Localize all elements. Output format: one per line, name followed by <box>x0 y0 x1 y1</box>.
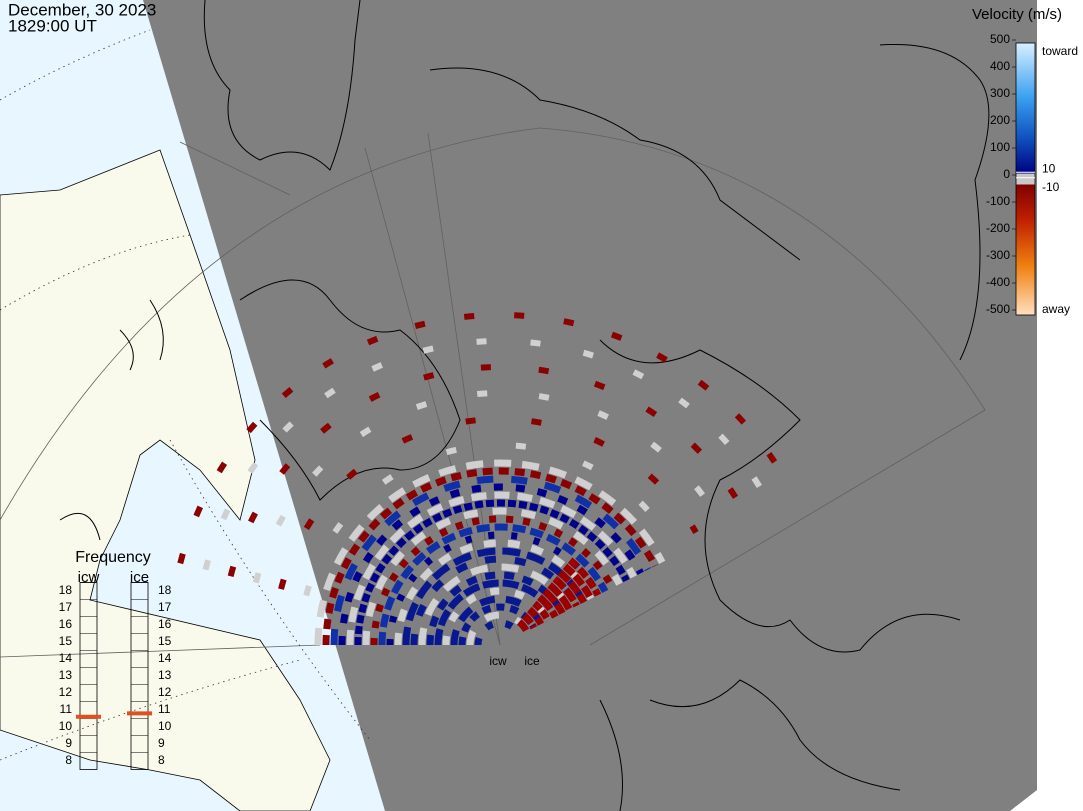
colorbar-tick-label: 300 <box>990 86 1010 100</box>
frequency-tick-label: 10 <box>158 719 172 733</box>
colorbar-inner-label: 10 <box>1042 161 1056 175</box>
fan-cells <box>521 613 537 630</box>
frequency-tick-label: 15 <box>59 634 73 648</box>
frequency-tick-label: 11 <box>158 702 171 716</box>
fan-cells <box>557 569 587 605</box>
fan-cells <box>330 475 652 646</box>
fan-cells <box>354 499 630 646</box>
colorbar-tick-label: 200 <box>990 113 1010 127</box>
fan-cells <box>410 555 580 646</box>
colorbar-tick-label: 100 <box>990 140 1010 154</box>
frequency-tick-label: 10 <box>59 719 73 733</box>
frequency-tick-label: 8 <box>65 753 72 767</box>
fan-cells <box>562 563 595 601</box>
time: 1829:00 UT <box>8 16 97 35</box>
colorbar-tick-label: -300 <box>986 248 1010 262</box>
radar-name: ice <box>130 569 149 586</box>
fan-cells <box>537 594 559 619</box>
away-label: away <box>1042 302 1070 316</box>
frequency-tick-label: 12 <box>59 685 73 699</box>
fan-cells <box>418 563 573 646</box>
fan-cells <box>532 600 552 623</box>
fan-cells <box>516 619 530 634</box>
fan-cells <box>338 483 644 646</box>
fan-cells <box>278 416 699 590</box>
frequency-title: Frequency <box>75 549 151 566</box>
date: December, 30 2023 <box>8 0 156 19</box>
fan-cells <box>362 507 623 646</box>
radar-name: icw <box>78 569 100 586</box>
coastlines <box>59 0 990 811</box>
fan-cells <box>303 442 677 597</box>
fan-cells <box>322 467 659 646</box>
frequency-tick-label: 16 <box>59 617 73 631</box>
colorbar-tick-label: 500 <box>990 32 1010 46</box>
frequency-tick-label: 15 <box>158 634 172 648</box>
colorbar-inner-label: -10 <box>1042 180 1060 194</box>
colorbar-tick-label: 400 <box>990 59 1010 73</box>
fan-cells <box>567 557 602 597</box>
frequency-tick-label: 17 <box>59 600 73 614</box>
frequency-tick-label: 14 <box>59 651 73 665</box>
colorbar-tick-label: -200 <box>986 221 1010 235</box>
fan-cells <box>526 606 545 626</box>
fan-cells <box>346 491 637 646</box>
colorbar-tick-label: -500 <box>986 302 1010 316</box>
toward-label: toward <box>1042 44 1078 58</box>
frequency-tick-label: 11 <box>60 702 73 716</box>
frequency-tick-label: 14 <box>158 651 172 665</box>
frequency-tick-label: 16 <box>158 617 172 631</box>
frequency-tick-label: 13 <box>158 668 172 682</box>
colorbar-tick-label: 0 <box>1003 167 1010 181</box>
frequency-tick-label: 13 <box>59 668 73 682</box>
colorbar <box>1015 42 1036 316</box>
fan-cells <box>378 523 609 646</box>
radar-label: ice <box>524 654 540 668</box>
frequency-tick-label: 9 <box>65 736 72 750</box>
frequency-tick-label: 8 <box>158 753 165 767</box>
fan-cells <box>202 338 767 571</box>
fan-cells <box>552 576 580 608</box>
colorbar-title: Velocity (m/s) <box>972 6 1062 23</box>
radar-fan <box>177 312 789 646</box>
frequency-tick-label: 18 <box>158 583 172 597</box>
colorbar-tick-label: -100 <box>986 194 1010 208</box>
frequency-tick-label: 12 <box>158 685 172 699</box>
colorbar-tick-label: -400 <box>986 275 1010 289</box>
fan-cells <box>542 588 566 615</box>
night-region <box>143 0 1037 811</box>
frequency-tick-label: 9 <box>158 736 165 750</box>
frequency-tick-label: 17 <box>158 600 172 614</box>
frequency-tick-label: 18 <box>59 583 73 597</box>
graticule-sunlit <box>0 29 371 761</box>
land <box>0 149 331 811</box>
fan-cells <box>547 582 573 612</box>
radar-label: icw <box>489 654 507 668</box>
